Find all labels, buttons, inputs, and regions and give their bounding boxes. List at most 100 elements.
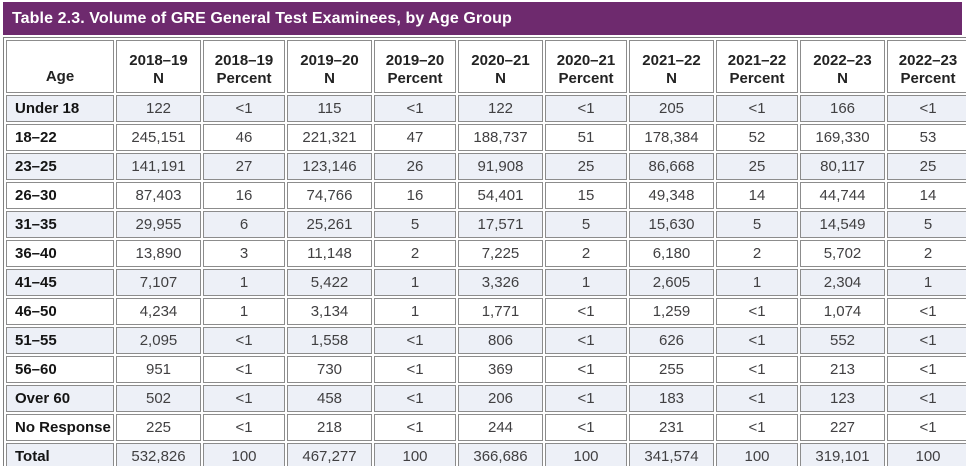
table-cell: <1 bbox=[203, 356, 285, 383]
table-cell: 122 bbox=[116, 95, 201, 122]
table-row: Under 18 122 <1 115 <1 122 <1 205 <1 166 <1 bbox=[6, 95, 966, 122]
column-header: 2019–20 N bbox=[287, 40, 372, 93]
table-cell: 231 bbox=[629, 414, 714, 441]
column-header-metric: Percent bbox=[729, 70, 785, 88]
table-cell: 552 bbox=[800, 327, 885, 354]
table-row: 26–30 87,403 16 74,766 16 54,401 15 49,348 14 44,… bbox=[6, 182, 966, 209]
table-cell: <1 bbox=[716, 95, 798, 122]
table-cell: <1 bbox=[887, 327, 966, 354]
table-cell: 11,148 bbox=[287, 240, 372, 267]
table-cell: 3,326 bbox=[458, 269, 543, 296]
table-title: Table 2.3. Volume of GRE General Test Ex… bbox=[12, 9, 512, 27]
table-cell: <1 bbox=[374, 95, 456, 122]
table-cell: 2,605 bbox=[629, 269, 714, 296]
table-cell: 730 bbox=[287, 356, 372, 383]
table-cell: <1 bbox=[203, 327, 285, 354]
header-row: Age 2018–19 N 2018–19 Percent 2019–20 N 2019–2… bbox=[6, 40, 966, 93]
table-row: 41–45 7,107 1 5,422 1 3,326 1 2,605 1 2,304 1 bbox=[6, 269, 966, 296]
table-cell: 502 bbox=[116, 385, 201, 412]
table-cell: <1 bbox=[203, 414, 285, 441]
table-cell: 1,558 bbox=[287, 327, 372, 354]
table-cell: 47 bbox=[374, 124, 456, 151]
table-header: Age 2018–19 N 2018–19 Percent 2019–20 N 2019–2… bbox=[6, 40, 966, 93]
table-cell: 14,549 bbox=[800, 211, 885, 238]
table-cell: <1 bbox=[716, 298, 798, 325]
table-cell: 2 bbox=[545, 240, 627, 267]
table-cell: 2 bbox=[716, 240, 798, 267]
column-header-year: 2019–20 bbox=[385, 51, 445, 69]
column-header-metric: Percent bbox=[216, 70, 272, 88]
table-cell: 213 bbox=[800, 356, 885, 383]
table-cell: 91,908 bbox=[458, 153, 543, 180]
column-header-year: 2021–22 bbox=[727, 51, 787, 69]
table-cell: 5 bbox=[716, 211, 798, 238]
column-header: 2021–22 Percent bbox=[716, 40, 798, 93]
table-cell: 123,146 bbox=[287, 153, 372, 180]
table-cell: 3 bbox=[203, 240, 285, 267]
column-header-metric: N bbox=[153, 70, 164, 88]
table-cell: <1 bbox=[545, 298, 627, 325]
column-header-year: 2022–23 bbox=[813, 51, 872, 69]
table-cell: 5,702 bbox=[800, 240, 885, 267]
table-cell: 14 bbox=[716, 182, 798, 209]
table-cell: 7,225 bbox=[458, 240, 543, 267]
table-cell: 1 bbox=[203, 269, 285, 296]
table-cell: 44,744 bbox=[800, 182, 885, 209]
table-cell: 141,191 bbox=[116, 153, 201, 180]
table-cell: 115 bbox=[287, 95, 372, 122]
table-cell: 52 bbox=[716, 124, 798, 151]
table-cell: 2 bbox=[374, 240, 456, 267]
table-row: 31–35 29,955 6 25,261 5 17,571 5 15,630 5 14,549 5 bbox=[6, 211, 966, 238]
column-header-metric: Percent bbox=[558, 70, 614, 88]
table-cell: <1 bbox=[374, 414, 456, 441]
table-row: 56–60 951 <1 730 <1 369 <1 255 <1 213 <1 bbox=[6, 356, 966, 383]
table-cell: 3,134 bbox=[287, 298, 372, 325]
table-cell: 183 bbox=[629, 385, 714, 412]
table-cell: 806 bbox=[458, 327, 543, 354]
table-cell: 244 bbox=[458, 414, 543, 441]
table-cell: 86,668 bbox=[629, 153, 714, 180]
table-cell: <1 bbox=[545, 95, 627, 122]
table-cell: 1 bbox=[374, 269, 456, 296]
table-cell: 13,890 bbox=[116, 240, 201, 267]
table-row: 23–25 141,191 27 123,146 26 91,908 25 86,668 25 8… bbox=[6, 153, 966, 180]
table-cell: 2,304 bbox=[800, 269, 885, 296]
table-cell: 1,074 bbox=[800, 298, 885, 325]
table-cell: 369 bbox=[458, 356, 543, 383]
table-cell: 122 bbox=[458, 95, 543, 122]
table-cell: 26 bbox=[374, 153, 456, 180]
table-cell: <1 bbox=[887, 356, 966, 383]
table-cell: 7,107 bbox=[116, 269, 201, 296]
table-cell: <1 bbox=[716, 356, 798, 383]
table-cell: 1 bbox=[887, 269, 966, 296]
table-cell: 2 bbox=[887, 240, 966, 267]
table-cell: 53 bbox=[887, 124, 966, 151]
table-cell: <1 bbox=[545, 414, 627, 441]
row-header-age: 56–60 bbox=[6, 356, 114, 383]
table-cell: 218 bbox=[287, 414, 372, 441]
table-cell: 25 bbox=[887, 153, 966, 180]
table-cell: 46 bbox=[203, 124, 285, 151]
table-cell: <1 bbox=[545, 385, 627, 412]
table-cell: 5 bbox=[374, 211, 456, 238]
column-header-metric: N bbox=[495, 70, 506, 88]
row-header-age: 51–55 bbox=[6, 327, 114, 354]
row-header-age: Total bbox=[6, 443, 114, 466]
column-header-metric: Percent bbox=[900, 70, 956, 88]
column-header: 2021–22 N bbox=[629, 40, 714, 93]
table-cell: 25,261 bbox=[287, 211, 372, 238]
column-header-metric: N bbox=[837, 70, 848, 88]
table-row: 46–50 4,234 1 3,134 1 1,771 <1 1,259 <1 1,074 <1 bbox=[6, 298, 966, 325]
table-cell: 467,277 bbox=[287, 443, 372, 466]
column-header-year: 2020–21 bbox=[471, 51, 530, 69]
table-cell: 54,401 bbox=[458, 182, 543, 209]
table-cell: 1 bbox=[545, 269, 627, 296]
column-header: 2022–23 Percent bbox=[887, 40, 966, 93]
row-header-age: 41–45 bbox=[6, 269, 114, 296]
table-cell: 1 bbox=[716, 269, 798, 296]
table-cell: 205 bbox=[629, 95, 714, 122]
column-header: 2018–19 Percent bbox=[203, 40, 285, 93]
table-cell: 49,348 bbox=[629, 182, 714, 209]
row-header-age: 46–50 bbox=[6, 298, 114, 325]
